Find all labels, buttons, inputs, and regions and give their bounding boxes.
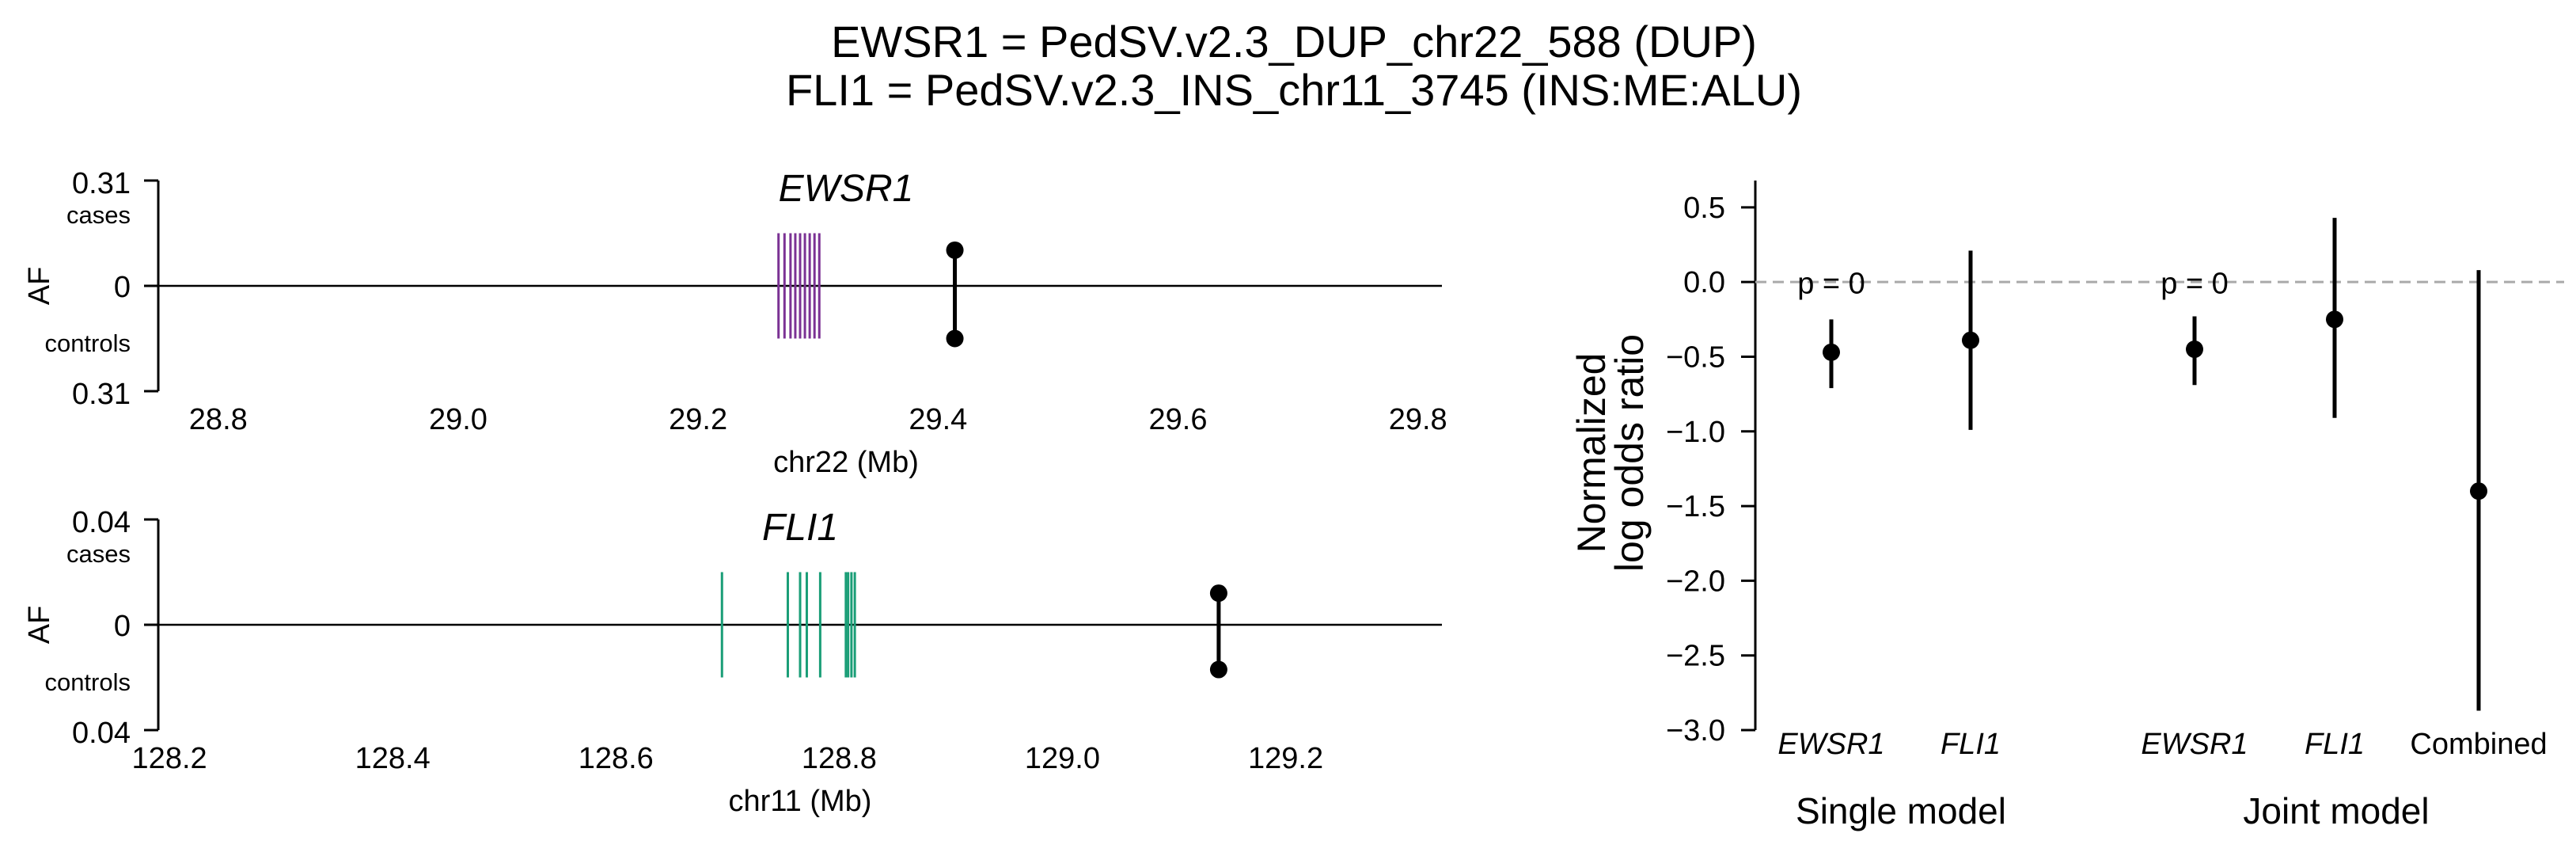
ewsr1-x-tick-1: 29.0 [429, 403, 488, 436]
fli1-x-tick-5: 129.2 [1248, 742, 1323, 775]
odds-ratio-y-tick-label-1: 0.0 [1683, 266, 1725, 299]
group-label-joint-model: Joint model [2243, 790, 2429, 831]
odds-ratio-panel: 0.5 0.0 −0.5 −1.0 −1.5 −2.0 −2.5 −3.0 p = 0 p = … [1569, 181, 2564, 831]
ewsr1-variant-controls-point [946, 329, 964, 348]
ewsr1-x-axis-label: chr22 (Mb) [773, 446, 919, 479]
estimate-point-0 [1823, 343, 1840, 361]
fli1-y-top-label: 0.04 [72, 506, 131, 539]
figure-title-line2: FLI1 = PedSV.v2.3_INS_chr11_3745 (INS:ME… [786, 65, 1802, 115]
ewsr1-x-tick-2: 29.2 [669, 403, 727, 436]
odds-ratio-y-tick-label-2: −0.5 [1666, 340, 1725, 374]
ewsr1-controls-label: controls [44, 329, 131, 357]
odds-ratio-y-label-line2: log odds ratio [1607, 334, 1652, 572]
ewsr1-locus-panel: 0.31 cases 0 controls 0.31 AF EWSR1 28.8… [23, 167, 1447, 479]
odds-ratio-y-label-line1: Normalized [1569, 353, 1614, 554]
ewsr1-y-top-label: 0.31 [72, 167, 131, 200]
ewsr1-y-axis-label: AF [23, 267, 56, 306]
category-label-3: FLI1 [2305, 728, 2365, 761]
p-value-label-2: p = 0 [2161, 268, 2229, 301]
fli1-gene-label: FLI1 [762, 507, 838, 549]
ewsr1-y-zero-label: 0 [114, 271, 131, 304]
fli1-x-tick-0: 128.2 [132, 742, 207, 775]
fli1-y-bottom-label: 0.04 [72, 717, 131, 750]
category-label-1: FLI1 [1941, 728, 2001, 761]
fli1-y-axis-label: AF [23, 606, 56, 645]
ewsr1-cases-label: cases [66, 201, 131, 229]
ewsr1-x-tick-0: 28.8 [189, 403, 248, 436]
fli1-x-axis-label: chr11 (Mb) [729, 785, 872, 818]
group-label-single-model: Single model [1796, 790, 2006, 831]
ewsr1-x-tick-3: 29.4 [909, 403, 967, 436]
fli1-controls-label: controls [44, 668, 131, 696]
p-value-label-0: p = 0 [1797, 268, 1865, 301]
fli1-x-tick-1: 128.4 [355, 742, 431, 775]
odds-ratio-y-tick-label-3: −1.0 [1666, 416, 1725, 449]
ewsr1-variant-cases-point [946, 241, 964, 259]
ewsr1-gene-label: EWSR1 [779, 168, 914, 210]
figure-title-line1: EWSR1 = PedSV.v2.3_DUP_chr22_588 (DUP) [831, 17, 1757, 67]
fli1-variant-controls-point [1209, 660, 1227, 679]
category-label-2: EWSR1 [2141, 728, 2248, 761]
fli1-cases-label: cases [66, 540, 131, 568]
estimate-point-2 [2186, 340, 2203, 359]
category-label-0: EWSR1 [1777, 728, 1884, 761]
ewsr1-x-tick-5: 29.8 [1389, 403, 1447, 436]
odds-ratio-y-tick-label-4: −1.5 [1666, 490, 1725, 523]
odds-ratio-y-tick-label-7: −3.0 [1666, 714, 1725, 748]
fli1-y-zero-label: 0 [114, 610, 131, 643]
odds-ratio-y-tick-label-6: −2.5 [1666, 640, 1725, 673]
ewsr1-y-bottom-label: 0.31 [72, 378, 131, 411]
fli1-variant-cases-point [1209, 584, 1227, 603]
estimate-point-1 [1962, 331, 1979, 349]
odds-ratio-y-tick-label-0: 0.5 [1683, 192, 1725, 225]
fli1-locus-panel: 0.04 cases 0 controls 0.04 AF FLI1 128.2… [23, 506, 1442, 818]
fli1-x-tick-4: 129.0 [1025, 742, 1100, 775]
fli1-x-tick-2: 128.6 [579, 742, 654, 775]
ewsr1-x-tick-4: 29.6 [1149, 403, 1208, 436]
estimate-point-3 [2326, 310, 2343, 329]
odds-ratio-y-tick-label-5: −2.0 [1666, 565, 1725, 598]
category-label-4: Combined [2410, 728, 2547, 761]
fli1-x-tick-3: 128.8 [802, 742, 877, 775]
estimate-point-4 [2470, 482, 2487, 500]
